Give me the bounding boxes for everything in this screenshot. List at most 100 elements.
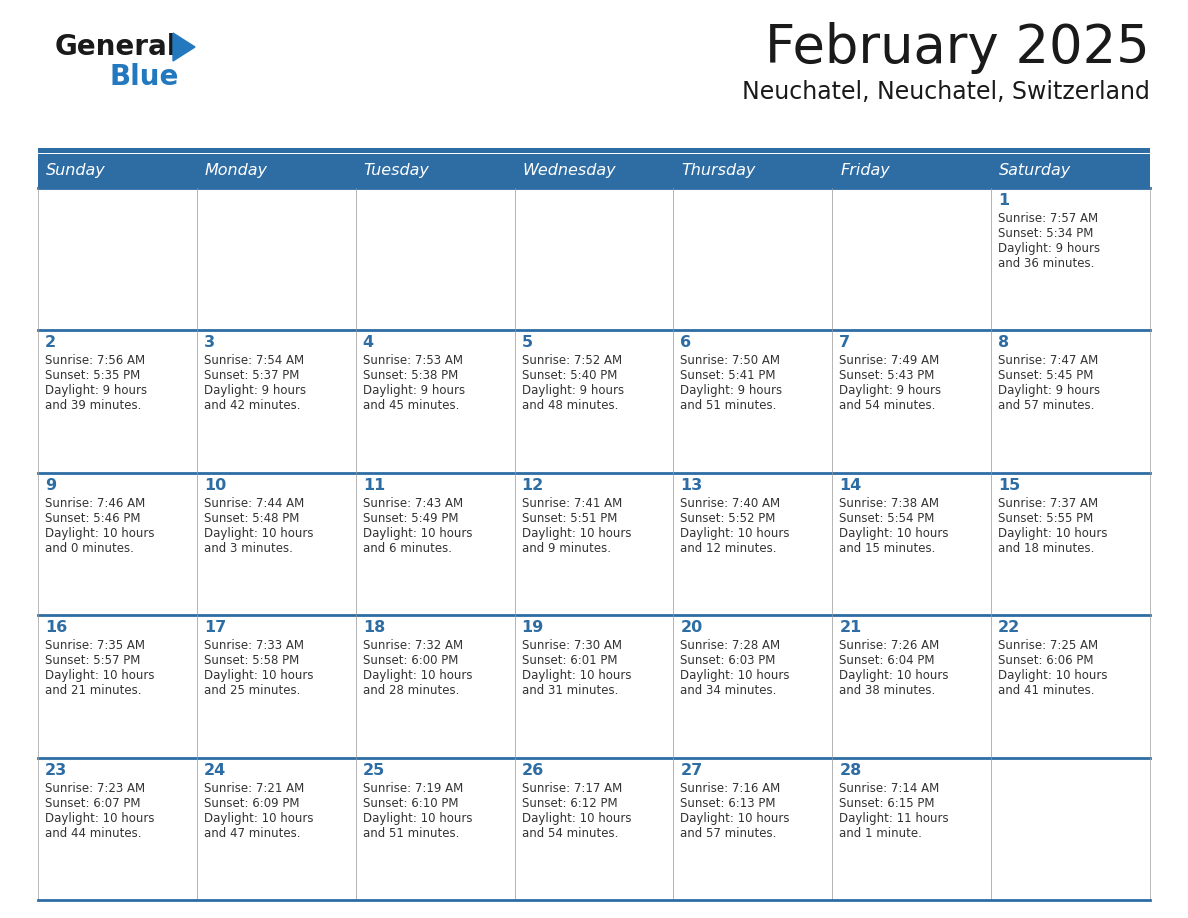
Text: and 44 minutes.: and 44 minutes. [45, 826, 141, 840]
Text: Wednesday: Wednesday [523, 163, 617, 178]
Bar [833, 473, 991, 615]
Bar [833, 757, 991, 900]
Text: Daylight: 10 hours: Daylight: 10 hours [522, 527, 631, 540]
Text: and 34 minutes.: and 34 minutes. [681, 684, 777, 697]
Text: Sunrise: 7:26 AM: Sunrise: 7:26 AM [839, 639, 940, 652]
Text: and 28 minutes.: and 28 minutes. [362, 684, 459, 697]
Text: 5: 5 [522, 335, 532, 351]
Text: February 2025: February 2025 [765, 22, 1150, 74]
Text: 9: 9 [45, 477, 56, 493]
Text: 3: 3 [204, 335, 215, 351]
Bar [38, 330, 197, 473]
Bar [355, 330, 514, 473]
Text: and 3 minutes.: and 3 minutes. [204, 542, 292, 554]
Bar [355, 473, 514, 615]
Bar [197, 188, 355, 330]
Text: and 1 minute.: and 1 minute. [839, 826, 922, 840]
Text: and 15 minutes.: and 15 minutes. [839, 542, 936, 554]
Bar [355, 188, 514, 330]
Text: Sunrise: 7:54 AM: Sunrise: 7:54 AM [204, 354, 304, 367]
Bar [38, 473, 197, 615]
Text: Daylight: 9 hours: Daylight: 9 hours [839, 385, 941, 397]
Text: and 25 minutes.: and 25 minutes. [204, 684, 301, 697]
Text: 6: 6 [681, 335, 691, 351]
Text: Sunrise: 7:23 AM: Sunrise: 7:23 AM [45, 781, 145, 795]
Text: and 31 minutes.: and 31 minutes. [522, 684, 618, 697]
Text: 21: 21 [839, 621, 861, 635]
Text: Sunset: 5:57 PM: Sunset: 5:57 PM [45, 655, 140, 667]
Text: 17: 17 [204, 621, 226, 635]
Text: 26: 26 [522, 763, 544, 778]
Text: Sunset: 5:58 PM: Sunset: 5:58 PM [204, 655, 299, 667]
Text: Sunrise: 7:30 AM: Sunrise: 7:30 AM [522, 639, 621, 652]
Text: 8: 8 [998, 335, 1010, 351]
Bar [355, 615, 514, 757]
Text: Sunrise: 7:33 AM: Sunrise: 7:33 AM [204, 639, 304, 652]
Polygon shape [173, 33, 195, 61]
Text: Daylight: 10 hours: Daylight: 10 hours [45, 527, 154, 540]
Text: and 47 minutes.: and 47 minutes. [204, 826, 301, 840]
Text: and 48 minutes.: and 48 minutes. [522, 399, 618, 412]
Bar [833, 330, 991, 473]
Text: Monday: Monday [204, 163, 267, 178]
Text: Daylight: 10 hours: Daylight: 10 hours [362, 812, 472, 824]
Text: Daylight: 9 hours: Daylight: 9 hours [681, 385, 783, 397]
Text: Friday: Friday [840, 163, 890, 178]
Bar [991, 188, 1150, 330]
Text: Sunset: 6:04 PM: Sunset: 6:04 PM [839, 655, 935, 667]
Text: Sunset: 5:43 PM: Sunset: 5:43 PM [839, 369, 935, 383]
Text: Tuesday: Tuesday [364, 163, 430, 178]
Text: Daylight: 10 hours: Daylight: 10 hours [998, 669, 1107, 682]
Text: Sunrise: 7:38 AM: Sunrise: 7:38 AM [839, 497, 940, 509]
Text: and 41 minutes.: and 41 minutes. [998, 684, 1094, 697]
Text: Daylight: 9 hours: Daylight: 9 hours [998, 242, 1100, 255]
Text: Sunrise: 7:41 AM: Sunrise: 7:41 AM [522, 497, 621, 509]
Text: Sunrise: 7:46 AM: Sunrise: 7:46 AM [45, 497, 145, 509]
Text: Sunrise: 7:17 AM: Sunrise: 7:17 AM [522, 781, 621, 795]
Text: Sunset: 6:10 PM: Sunset: 6:10 PM [362, 797, 459, 810]
Text: 10: 10 [204, 477, 226, 493]
Text: and 21 minutes.: and 21 minutes. [45, 684, 141, 697]
Text: Daylight: 10 hours: Daylight: 10 hours [681, 527, 790, 540]
Text: and 12 minutes.: and 12 minutes. [681, 542, 777, 554]
Text: Daylight: 10 hours: Daylight: 10 hours [998, 527, 1107, 540]
Text: Daylight: 10 hours: Daylight: 10 hours [362, 669, 472, 682]
Text: Sunrise: 7:56 AM: Sunrise: 7:56 AM [45, 354, 145, 367]
Text: and 57 minutes.: and 57 minutes. [998, 399, 1094, 412]
Text: Daylight: 10 hours: Daylight: 10 hours [45, 812, 154, 824]
Text: Sunrise: 7:21 AM: Sunrise: 7:21 AM [204, 781, 304, 795]
Text: Daylight: 10 hours: Daylight: 10 hours [839, 527, 949, 540]
Text: and 42 minutes.: and 42 minutes. [204, 399, 301, 412]
Text: 12: 12 [522, 477, 544, 493]
Text: Daylight: 10 hours: Daylight: 10 hours [681, 812, 790, 824]
Text: Sunrise: 7:50 AM: Sunrise: 7:50 AM [681, 354, 781, 367]
Text: and 54 minutes.: and 54 minutes. [839, 399, 936, 412]
Bar [674, 330, 833, 473]
Text: and 51 minutes.: and 51 minutes. [362, 826, 459, 840]
Bar [197, 615, 355, 757]
Text: Daylight: 10 hours: Daylight: 10 hours [362, 527, 472, 540]
Bar [197, 154, 355, 188]
Bar [991, 473, 1150, 615]
Text: Sunrise: 7:53 AM: Sunrise: 7:53 AM [362, 354, 462, 367]
Bar [514, 154, 674, 188]
Text: Sunset: 5:37 PM: Sunset: 5:37 PM [204, 369, 299, 383]
Text: Sunset: 5:51 PM: Sunset: 5:51 PM [522, 512, 617, 525]
Text: General: General [55, 33, 177, 61]
Text: and 54 minutes.: and 54 minutes. [522, 826, 618, 840]
Text: Daylight: 10 hours: Daylight: 10 hours [839, 669, 949, 682]
Bar [514, 330, 674, 473]
Text: Sunset: 6:07 PM: Sunset: 6:07 PM [45, 797, 140, 810]
Text: Daylight: 10 hours: Daylight: 10 hours [522, 812, 631, 824]
Text: 28: 28 [839, 763, 861, 778]
Text: and 18 minutes.: and 18 minutes. [998, 542, 1094, 554]
Text: Sunrise: 7:40 AM: Sunrise: 7:40 AM [681, 497, 781, 509]
Text: Thursday: Thursday [682, 163, 756, 178]
Bar [514, 188, 674, 330]
Bar [991, 757, 1150, 900]
Text: 19: 19 [522, 621, 544, 635]
Text: Sunday: Sunday [46, 163, 106, 178]
Text: 23: 23 [45, 763, 68, 778]
Text: Sunrise: 7:14 AM: Sunrise: 7:14 AM [839, 781, 940, 795]
Text: Neuchatel, Neuchatel, Switzerland: Neuchatel, Neuchatel, Switzerland [742, 80, 1150, 104]
